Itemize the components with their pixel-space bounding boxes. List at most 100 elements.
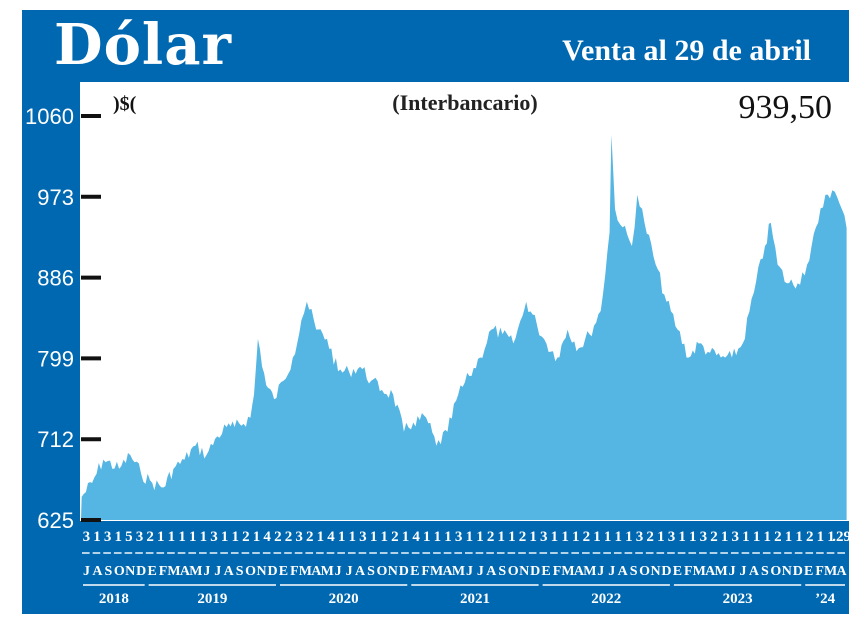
x-day-label: 1 [200, 529, 208, 545]
x-year-label: ’24 [815, 591, 835, 607]
x-day-label: 2 [487, 529, 495, 545]
x-day-label: 1 [317, 529, 325, 545]
x-month-label: D [661, 564, 671, 579]
x-day-label: 1 [529, 529, 537, 545]
x-month-label: M [693, 564, 706, 579]
x-day-label: 2 [583, 529, 591, 545]
title-bar: Dólar Venta al 29 de abril [22, 10, 849, 82]
x-day-label: 1 [178, 529, 186, 545]
x-month-label: A [749, 564, 760, 579]
x-day-label: 5 [125, 529, 133, 545]
y-axis-band [22, 82, 80, 522]
latest-value: 939,50 [739, 89, 833, 126]
y-tick-label: 1060 [25, 104, 74, 129]
x-day-label: 1 [763, 529, 771, 545]
x-day-label: 2 [146, 529, 154, 545]
x-month-label: O [245, 564, 256, 579]
x-month-label: E [147, 564, 156, 579]
x-day-label: 2 [710, 529, 718, 545]
x-day-label: 1 [593, 529, 601, 545]
x-month-label: S [630, 564, 638, 579]
x-month-label: M [299, 564, 312, 579]
x-month-label: M [561, 564, 574, 579]
x-day-label: 1 [168, 529, 176, 545]
x-year-label: 2023 [723, 591, 753, 607]
x-day-label: 1 [689, 529, 697, 545]
x-month-label: J [214, 564, 221, 579]
x-day-label: 1 [157, 529, 165, 545]
x-month-label: F [421, 564, 430, 579]
x-year-label: 2019 [197, 591, 227, 607]
x-month-label: M [321, 564, 334, 579]
x-month-label: D [267, 564, 277, 579]
x-month-label: S [761, 564, 769, 579]
x-month-label: M [430, 564, 443, 579]
x-day-label: 1 [114, 529, 122, 545]
x-day-label: .29 [832, 529, 851, 545]
x-day-label: 1 [572, 529, 580, 545]
y-tick-label: 799 [37, 346, 74, 371]
x-day-label: 1 [370, 529, 378, 545]
x-month-label: S [104, 564, 112, 579]
series-area [81, 134, 847, 520]
x-day-label: 1 [561, 529, 569, 545]
x-year-label: 2018 [99, 591, 129, 607]
y-tick-label: 886 [37, 266, 74, 291]
x-month-label: E [804, 564, 813, 579]
x-day-label: 1 [721, 529, 729, 545]
x-month-label: S [236, 564, 244, 579]
x-month-label: D [793, 564, 803, 579]
x-month-label: M [824, 564, 837, 579]
x-day-label: 1 [625, 529, 633, 545]
x-month-label: A [92, 564, 103, 579]
x-month-label: J [466, 564, 473, 579]
x-month-label: E [410, 564, 419, 579]
x-day-label: 3 [136, 529, 144, 545]
x-month-label: A [224, 564, 235, 579]
x-month-label: O [114, 564, 125, 579]
x-day-label: 3 [540, 529, 548, 545]
x-day-label: 4 [327, 529, 335, 545]
x-day-label: 1 [232, 529, 240, 545]
x-day-label: 2 [806, 529, 814, 545]
x-month-label: F [553, 564, 562, 579]
x-day-label: 1 [678, 529, 686, 545]
x-day-label: 2 [285, 529, 293, 545]
x-month-label: J [740, 564, 747, 579]
x-month-label: A [443, 564, 454, 579]
x-month-label: N [256, 564, 266, 579]
x-month-label: E [279, 564, 288, 579]
x-month-label: A [486, 564, 497, 579]
x-month-label: F [159, 564, 168, 579]
x-month-label: N [388, 564, 398, 579]
x-day-label: 3 [732, 529, 740, 545]
x-month-label: A [836, 564, 847, 579]
x-day-label: 1 [434, 529, 442, 545]
x-month-label: F [815, 564, 824, 579]
x-month-label: M [715, 564, 728, 579]
x-day-label: 4 [263, 529, 271, 545]
x-month-label: N [782, 564, 792, 579]
x-day-label: 1 [476, 529, 484, 545]
y-tick-label: 625 [37, 508, 74, 533]
x-day-label: 2 [519, 529, 527, 545]
x-month-label: M [167, 564, 180, 579]
x-day-label: 3 [700, 529, 708, 545]
x-month-label: O [770, 564, 781, 579]
x-year-label: 2020 [329, 591, 359, 607]
x-day-label: 1 [253, 529, 261, 545]
x-day-label: 1 [657, 529, 665, 545]
x-day-label: 3 [636, 529, 644, 545]
x-month-label: M [452, 564, 465, 579]
x-day-label: 2 [274, 529, 282, 545]
x-month-label: F [290, 564, 299, 579]
x-day-label: 3 [83, 529, 91, 545]
x-day-label: 1 [93, 529, 101, 545]
x-month-label: M [189, 564, 202, 579]
x-month-label: J [597, 564, 604, 579]
x-day-label: 1 [795, 529, 803, 545]
x-month-label: A [180, 564, 191, 579]
x-month-label: D [399, 564, 409, 579]
x-day-label: 2 [774, 529, 782, 545]
x-month-label: A [355, 564, 366, 579]
